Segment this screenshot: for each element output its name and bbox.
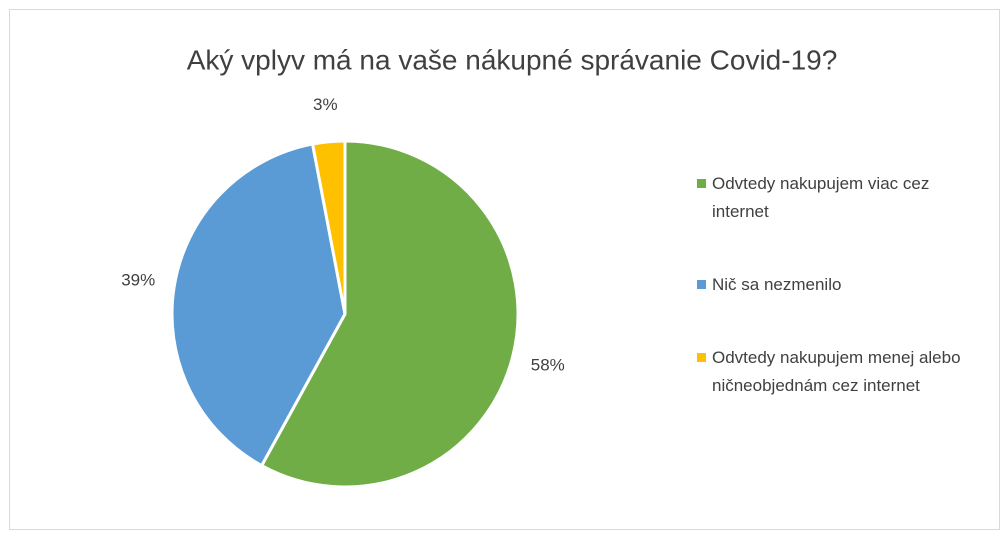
pie-slice bbox=[259, 139, 520, 489]
legend-swatch bbox=[697, 280, 706, 289]
data-label: 39% bbox=[121, 271, 155, 290]
legend-item: Odvtedy nakupujem menej alebo ničneobjed… bbox=[697, 344, 977, 400]
pie-slice bbox=[170, 142, 347, 468]
legend-swatch bbox=[697, 353, 706, 362]
legend-label: Odvtedy nakupujem menej alebo ničneobjed… bbox=[712, 348, 961, 395]
legend-item: Odvtedy nakupujem viac cez internet bbox=[697, 170, 977, 226]
legend-swatch bbox=[697, 179, 706, 188]
legend-item: Nič sa nezmenilo bbox=[697, 271, 977, 299]
legend-label: Nič sa nezmenilo bbox=[712, 275, 842, 294]
pie-slice bbox=[310, 139, 347, 315]
data-label: 3% bbox=[313, 95, 338, 114]
legend: Odvtedy nakupujem viac cez internet Nič s… bbox=[697, 170, 987, 445]
chart-title: Aký vplyv má na vaše nákupné správanie C… bbox=[187, 44, 838, 75]
data-label: 58% bbox=[531, 356, 565, 375]
legend-label: Odvtedy nakupujem viac cez internet bbox=[712, 174, 930, 221]
